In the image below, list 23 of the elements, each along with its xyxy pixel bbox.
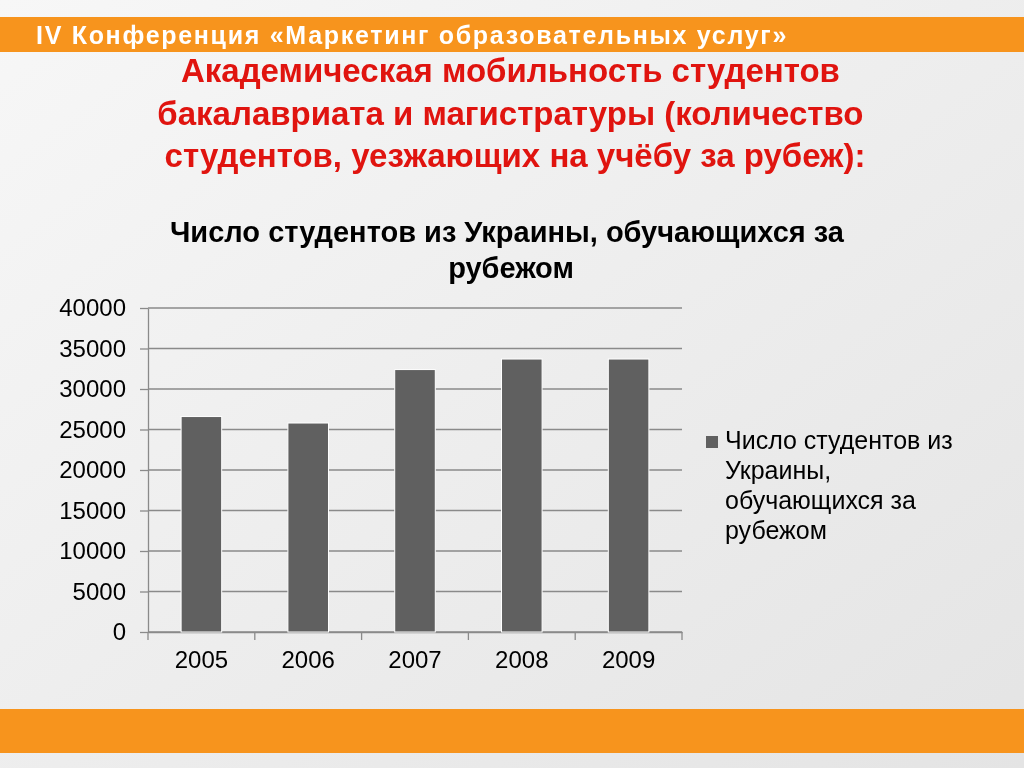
x-tick-label: 2005 xyxy=(174,646,229,674)
y-tick-label: 5000 xyxy=(72,577,126,605)
y-tick-label: 10000 xyxy=(59,537,126,565)
chart-title: Академическая мобильность студентов бакалавриата и магистратуры (количество студентов, уезжающих на учёбу за рубеж): xyxy=(157,52,873,174)
bar xyxy=(501,358,543,633)
x-tick-label: 2008 xyxy=(495,646,549,674)
chart-subtitle: Число студентов из Украины, обучающихся за рубежом xyxy=(169,216,853,284)
x-tick-label: 2007 xyxy=(388,646,442,674)
y-tick-label: 25000 xyxy=(59,415,126,443)
bar xyxy=(287,422,329,633)
bar xyxy=(394,369,436,633)
y-tick-label: 35000 xyxy=(59,334,126,362)
bar xyxy=(180,416,223,633)
text: Число студентов из Украины, обучающихся за рубежом xyxy=(725,426,960,544)
y-tick-label: 0 xyxy=(112,618,126,646)
bar xyxy=(607,358,650,633)
y-tick-label: 40000 xyxy=(59,294,126,322)
text: IV Конференция «Маркетинг образовательных услуг» xyxy=(36,21,789,49)
x-tick-label: 2009 xyxy=(601,646,656,674)
y-tick-label: 30000 xyxy=(59,375,126,403)
x-tick-label: 2006 xyxy=(281,646,335,674)
y-tick-label: 20000 xyxy=(59,456,126,484)
y-tick-label: 15000 xyxy=(59,496,126,524)
